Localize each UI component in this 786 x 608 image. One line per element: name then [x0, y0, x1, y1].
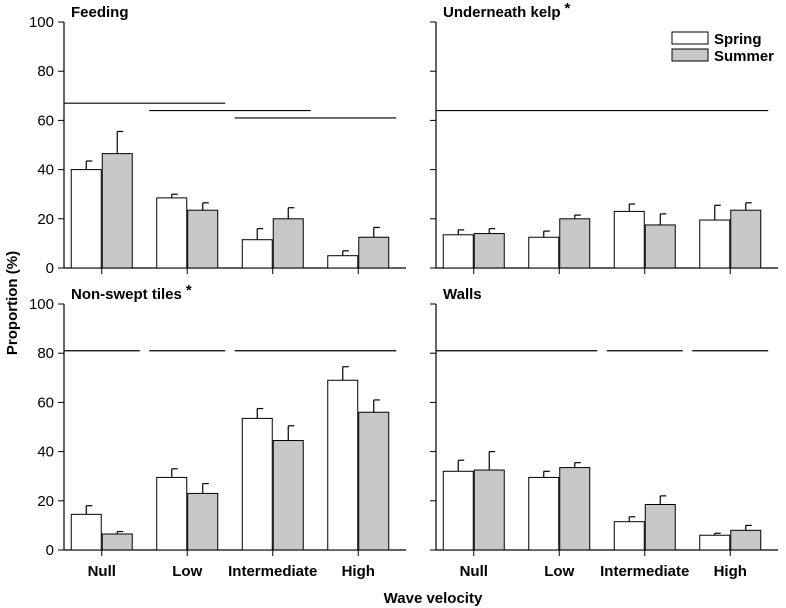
bar-spring-null: [442, 234, 474, 269]
y-tick-label: 40: [37, 444, 54, 461]
panel-title: Walls: [443, 286, 482, 303]
legend-label-summer: Summer: [714, 48, 774, 65]
bar-summer-intermediate: [272, 440, 304, 551]
y-tick-label: 100: [29, 296, 54, 313]
legend-label-spring: Spring: [714, 31, 762, 48]
x-tick-label-null: Null: [88, 563, 116, 580]
y-tick-label: 80: [37, 345, 54, 362]
y-tick-label: 60: [37, 112, 54, 129]
bar-summer-high: [358, 411, 390, 551]
bar-spring-low: [156, 197, 188, 269]
panel-title: Feeding: [71, 4, 129, 21]
bar-spring-null: [70, 169, 102, 269]
y-tick-label: 0: [46, 542, 54, 559]
panel-4: Null Low Intermediate High Walls: [430, 286, 778, 580]
x-axis-label: Wave velocity: [384, 590, 483, 607]
bar-spring-low: [156, 476, 188, 551]
y-tick-label: 0: [46, 260, 54, 277]
bar-spring-intermediate: [241, 417, 273, 551]
y-tick-label: 100: [29, 14, 54, 31]
bar-spring-high: [699, 219, 731, 269]
bar-spring-intermediate: [613, 210, 645, 269]
bar-spring-high: [327, 379, 359, 551]
x-tick-label-intermediate: Intermediate: [600, 563, 689, 580]
panel-1: 0 20 40 60 80 100 Feeding: [29, 4, 406, 277]
y-tick-label: 60: [37, 394, 54, 411]
bar-summer-low: [559, 218, 591, 269]
significance-asterisk: *: [565, 0, 571, 17]
bar-summer-null: [101, 533, 133, 551]
bar-summer-low: [559, 467, 591, 551]
significance-asterisk: *: [186, 282, 192, 299]
bar-spring-high: [327, 255, 359, 269]
panel-3: 0 20 40 60 80 100 Null Low Intermediate High Non-s…: [29, 282, 406, 580]
bar-summer-intermediate: [644, 503, 676, 551]
bar-summer-high: [730, 209, 762, 269]
bar-spring-high: [699, 534, 731, 551]
y-axis-label: Proportion (%): [4, 251, 21, 355]
panel-title: Underneath kelp: [443, 4, 561, 21]
bar-spring-intermediate: [241, 239, 273, 269]
bar-spring-null: [70, 513, 102, 551]
x-tick-label-low: Low: [172, 563, 202, 580]
panel-2: Underneath kelp *: [430, 0, 778, 274]
legend-swatch-summer: [671, 48, 709, 62]
bar-summer-low: [187, 209, 219, 269]
bar-summer-intermediate: [272, 218, 304, 269]
y-tick-label: 80: [37, 63, 54, 80]
bar-summer-high: [730, 529, 762, 551]
y-tick-label: 40: [37, 162, 54, 179]
bar-summer-null: [473, 469, 505, 551]
bar-spring-low: [528, 236, 560, 269]
panel-title: Non-swept tiles: [71, 286, 182, 303]
bar-summer-null: [473, 233, 505, 269]
bar-summer-low: [187, 492, 219, 551]
bar-summer-high: [358, 236, 390, 269]
x-tick-label-high: High: [714, 563, 747, 580]
x-tick-label-high: High: [342, 563, 375, 580]
x-tick-label-low: Low: [544, 563, 574, 580]
bar-spring-low: [528, 476, 560, 551]
x-tick-label-null: Null: [460, 563, 488, 580]
y-tick-label: 20: [37, 493, 54, 510]
y-tick-label: 20: [37, 211, 54, 228]
legend-swatch-spring: [671, 31, 709, 45]
bar-summer-intermediate: [644, 224, 676, 269]
bar-spring-intermediate: [613, 521, 645, 551]
bar-spring-null: [442, 470, 474, 551]
x-tick-label-intermediate: Intermediate: [228, 563, 317, 580]
bar-summer-null: [101, 153, 133, 269]
